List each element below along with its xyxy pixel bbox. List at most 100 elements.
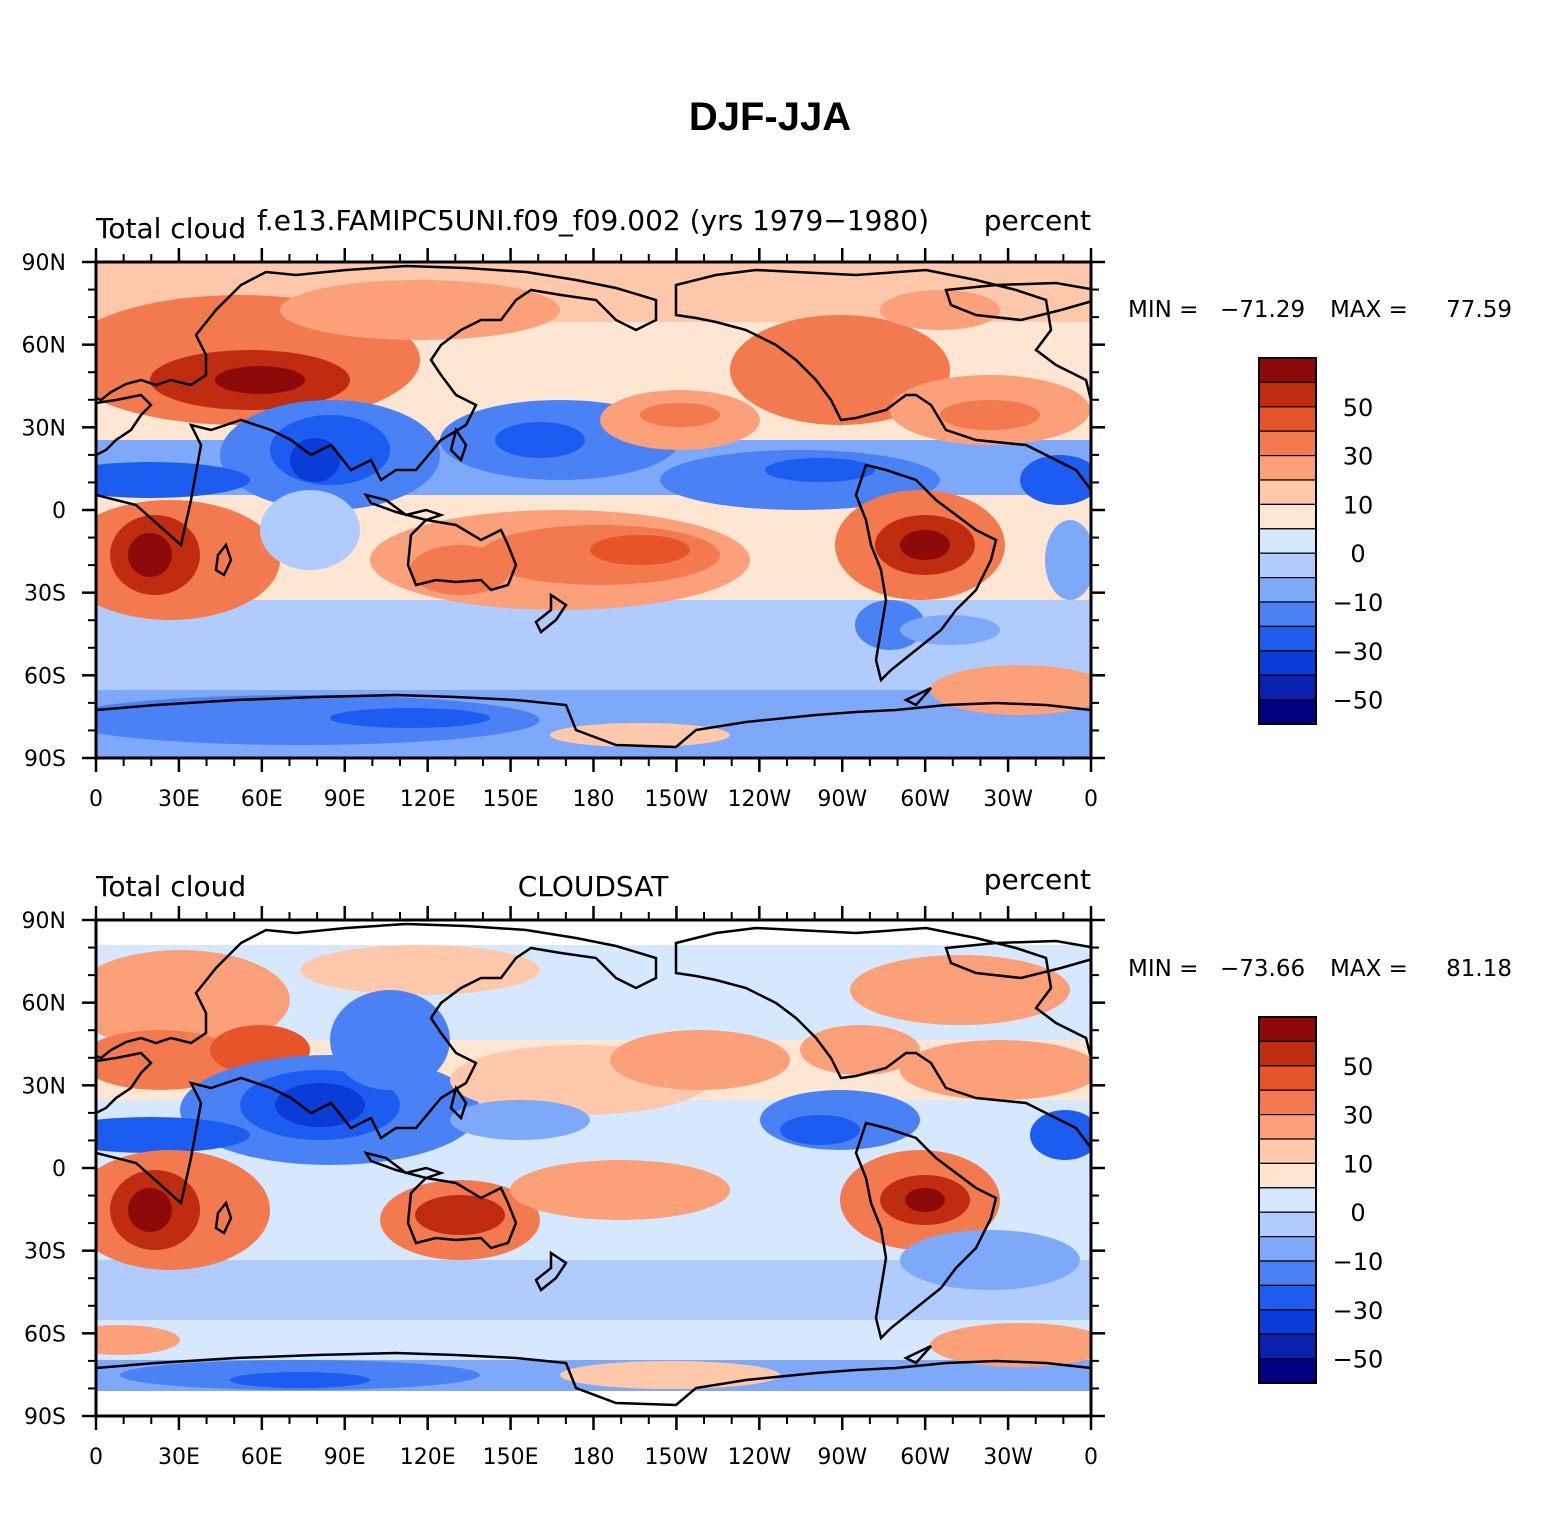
top-colorbar-box	[1258, 528, 1317, 554]
top-max-value: 77.59	[1446, 297, 1512, 323]
bottom-lon-label: 120W	[727, 1445, 791, 1470]
bottom-lon-label: 30E	[158, 1445, 200, 1470]
top-lon-label: 0	[1084, 787, 1098, 812]
bottom-colorbar-box	[1258, 1089, 1317, 1116]
top-lat-label: 30N	[22, 416, 66, 441]
bottom-ticks	[82, 906, 1105, 1430]
top-lon-label: 90W	[817, 787, 867, 812]
top-colorbar-box	[1258, 674, 1317, 701]
bottom-colorbar-box	[1258, 1187, 1317, 1213]
bottom-colorbar-box	[1258, 1162, 1317, 1189]
bottom-lat-label: 90S	[24, 1405, 66, 1430]
bottom-lon-label: 60W	[900, 1445, 950, 1470]
top-colorbar-label: 30	[1343, 443, 1374, 471]
bottom-colorbar-box	[1258, 1333, 1317, 1360]
top-right-string: percent	[984, 204, 1091, 237]
top-colorbar-label: −50	[1333, 687, 1384, 715]
top-lon-label: 30W	[983, 787, 1033, 812]
bottom-lon-label: 0	[1084, 1445, 1098, 1470]
bottom-right-string: percent	[984, 863, 1091, 896]
bottom-colorbar-frame	[1258, 1016, 1317, 1384]
bottom-colorbar-box	[1258, 1357, 1317, 1384]
bottom-lon-label: 90E	[324, 1445, 366, 1470]
top-lon-label: 120E	[400, 787, 456, 812]
bottom-colorbar-box	[1258, 1016, 1317, 1042]
bottom-map-field	[96, 945, 1091, 1391]
bottom-lon-label: 120E	[400, 1445, 456, 1470]
bottom-lon-label: 150W	[645, 1445, 709, 1470]
top-lon-label: 0	[89, 787, 103, 812]
top-colorbar-box	[1258, 430, 1317, 457]
top-colorbar-box	[1258, 455, 1317, 481]
bottom-colorbar-box	[1258, 1065, 1317, 1091]
top-colorbar-box	[1258, 552, 1317, 579]
top-lon-label: 60E	[241, 787, 283, 812]
top-lon-label: 90E	[324, 787, 366, 812]
bottom-colorbar-label: 50	[1343, 1053, 1374, 1081]
top-colorbar-box	[1258, 650, 1317, 676]
top-colorbar-box	[1258, 357, 1317, 383]
bottom-colorbar-box	[1258, 1040, 1317, 1067]
bottom-max-label: MAX =	[1330, 956, 1415, 982]
bottom-colorbar-label: −50	[1333, 1346, 1384, 1374]
top-lat-label: 90N	[22, 251, 66, 276]
top-colorbar: 50 30 10 0 −10 −30 −50	[1258, 357, 1384, 725]
bottom-lon-label: 0	[89, 1445, 103, 1470]
bottom-lon-label: 60E	[241, 1445, 283, 1470]
bottom-center-string: CLOUDSAT	[518, 870, 670, 903]
bottom-lon-label: 90W	[817, 1445, 867, 1470]
bottom-colorbar-box	[1258, 1260, 1317, 1286]
bottom-colorbar-label: 10	[1343, 1150, 1374, 1178]
top-lon-label: 120W	[727, 787, 791, 812]
top-center-string: f.e13.FAMIPC5UNI.f09_f09.002 (yrs 1979−1…	[257, 204, 929, 237]
top-min-value: −71.29	[1220, 297, 1305, 323]
top-colorbar-box	[1258, 698, 1317, 725]
top-lon-label: 180	[573, 787, 615, 812]
figure-title: DJF-JJA	[689, 95, 851, 139]
bottom-lat-label: 60S	[24, 1322, 66, 1347]
top-colorbar-box	[1258, 601, 1317, 627]
bottom-colorbar-box	[1258, 1113, 1317, 1140]
bottom-lon-label: 180	[573, 1445, 615, 1470]
bottom-colorbar-box	[1258, 1138, 1317, 1164]
top-colorbar-box	[1258, 381, 1317, 408]
bottom-colorbar-label: −30	[1333, 1297, 1384, 1325]
bottom-panel: Total cloud CLOUDSAT percent	[22, 863, 1512, 1470]
top-colorbar-box	[1258, 479, 1317, 505]
top-colorbar-box	[1258, 625, 1317, 652]
bottom-colorbar-box	[1258, 1284, 1317, 1311]
top-lon-label: 60W	[900, 787, 950, 812]
bottom-min-label: MIN =	[1128, 956, 1206, 982]
top-min-label: MIN =	[1128, 297, 1206, 323]
bottom-colorbar: 50 30 10 0 −10 −30 −50	[1258, 1016, 1384, 1384]
top-tick-labels: 0 30E 60E 90E 120E 150E 180 150W 120W 90W 60W 30W 09…	[22, 251, 1098, 812]
top-lat-label: 60N	[22, 334, 66, 359]
top-colorbar-box	[1258, 406, 1317, 432]
top-left-string: Total cloud	[95, 212, 246, 245]
top-lat-label: 60S	[24, 664, 66, 689]
bottom-colorbar-label: 0	[1350, 1199, 1365, 1227]
bottom-lat-label: 30S	[24, 1240, 66, 1265]
bottom-left-string: Total cloud	[95, 870, 246, 903]
top-colorbar-label: 10	[1343, 491, 1374, 519]
top-lat-label: 30S	[24, 582, 66, 607]
bottom-colorbar-box	[1258, 1235, 1317, 1262]
bottom-lat-label: 30N	[22, 1074, 66, 1099]
bottom-tick-labels: 0 30E 60E 90E 120E 150E 180 150W 120W 90W 60W 30W 09…	[22, 909, 1098, 1470]
top-colorbar-frame	[1258, 357, 1317, 725]
bottom-lon-label: 150E	[483, 1445, 539, 1470]
bottom-lon-label: 30W	[983, 1445, 1033, 1470]
top-colorbar-label: 0	[1350, 540, 1365, 568]
top-colorbar-label: −10	[1333, 589, 1384, 617]
bottom-colorbar-label: 30	[1343, 1102, 1374, 1130]
top-lon-label: 150E	[483, 787, 539, 812]
top-lat-label: 0	[52, 499, 66, 524]
top-lat-label: 90S	[24, 747, 66, 772]
bottom-lat-label: 60N	[22, 992, 66, 1017]
top-max-label: MAX =	[1330, 297, 1415, 323]
top-colorbar-label: −30	[1333, 638, 1384, 666]
top-colorbar-box	[1258, 503, 1317, 530]
bottom-colorbar-label: −10	[1333, 1248, 1384, 1276]
bottom-colorbar-box	[1258, 1309, 1317, 1335]
bottom-lat-label: 0	[52, 1157, 66, 1182]
